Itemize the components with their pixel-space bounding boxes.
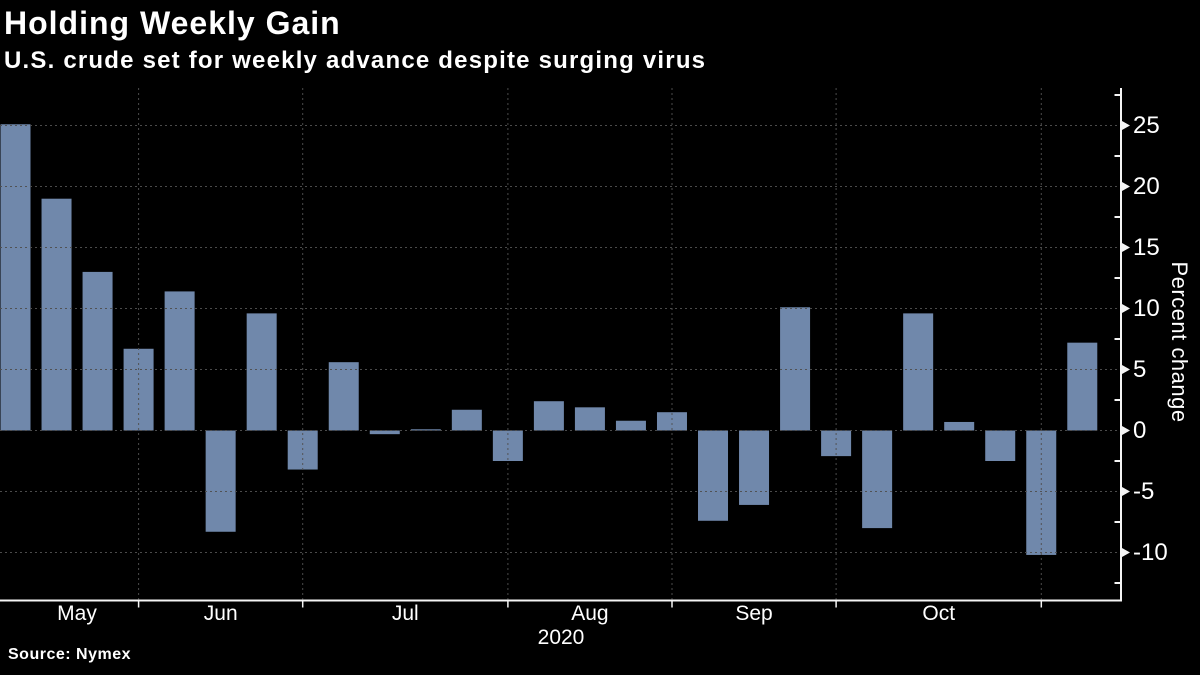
y-tick-label: 15 [1133, 234, 1160, 261]
weekly-bar [246, 313, 277, 431]
weekly-bar [164, 291, 195, 431]
y-tick-label: 5 [1133, 356, 1146, 383]
weekly-bar [780, 307, 811, 431]
weekly-bar [41, 198, 72, 431]
y-major-tick-arrow [1122, 548, 1130, 557]
y-tick-label: -5 [1133, 478, 1154, 505]
chart-subtitle: U.S. crude set for weekly advance despit… [4, 47, 707, 74]
month-label: Jun [204, 602, 238, 625]
source-credit: Source: Nymex [8, 646, 131, 663]
y-tick-label: 20 [1133, 173, 1160, 200]
y-major-tick-arrow [1122, 426, 1130, 435]
weekly-bar [985, 430, 1016, 461]
weekly-bar [615, 420, 646, 431]
weekly-bar [574, 407, 605, 431]
weekly-bar [492, 430, 523, 461]
weekly-bar [451, 409, 482, 431]
weekly-bar [698, 430, 729, 521]
chart-title: Holding Weekly Gain [4, 5, 341, 41]
y-tick-label: 10 [1133, 295, 1160, 322]
y-tick-label: 25 [1133, 112, 1160, 139]
weekly-bar [903, 313, 934, 431]
month-label: Sep [735, 602, 772, 625]
weekly-bar [1067, 342, 1098, 431]
month-label: Jul [392, 602, 419, 625]
month-label: May [57, 602, 97, 625]
month-label: Aug [571, 602, 608, 625]
weekly-bar [862, 430, 893, 529]
weekly-bar [656, 412, 687, 431]
y-major-tick-arrow [1122, 243, 1130, 252]
weekly-bar [82, 271, 113, 431]
y-major-tick-arrow [1122, 182, 1130, 191]
y-major-tick-arrow [1122, 487, 1130, 496]
y-major-tick-arrow [1122, 365, 1130, 374]
weekly-bar [369, 430, 400, 435]
weekly-bar [944, 421, 975, 431]
y-axis-label: Percent change [1167, 261, 1192, 423]
y-tick-label: -10 [1133, 539, 1168, 566]
y-tick-label: 0 [1133, 417, 1146, 444]
weekly-bar [205, 430, 236, 532]
y-major-tick-arrow [1122, 121, 1130, 130]
y-major-tick-arrow [1122, 304, 1130, 313]
x-axis-year-label: 2020 [537, 626, 585, 649]
weekly-bar [0, 124, 31, 431]
weekly-bar [533, 401, 564, 431]
weekly-bar [328, 362, 359, 431]
weekly-bar [410, 429, 441, 431]
month-label: Oct [922, 602, 955, 625]
weekly-bar [739, 430, 770, 505]
